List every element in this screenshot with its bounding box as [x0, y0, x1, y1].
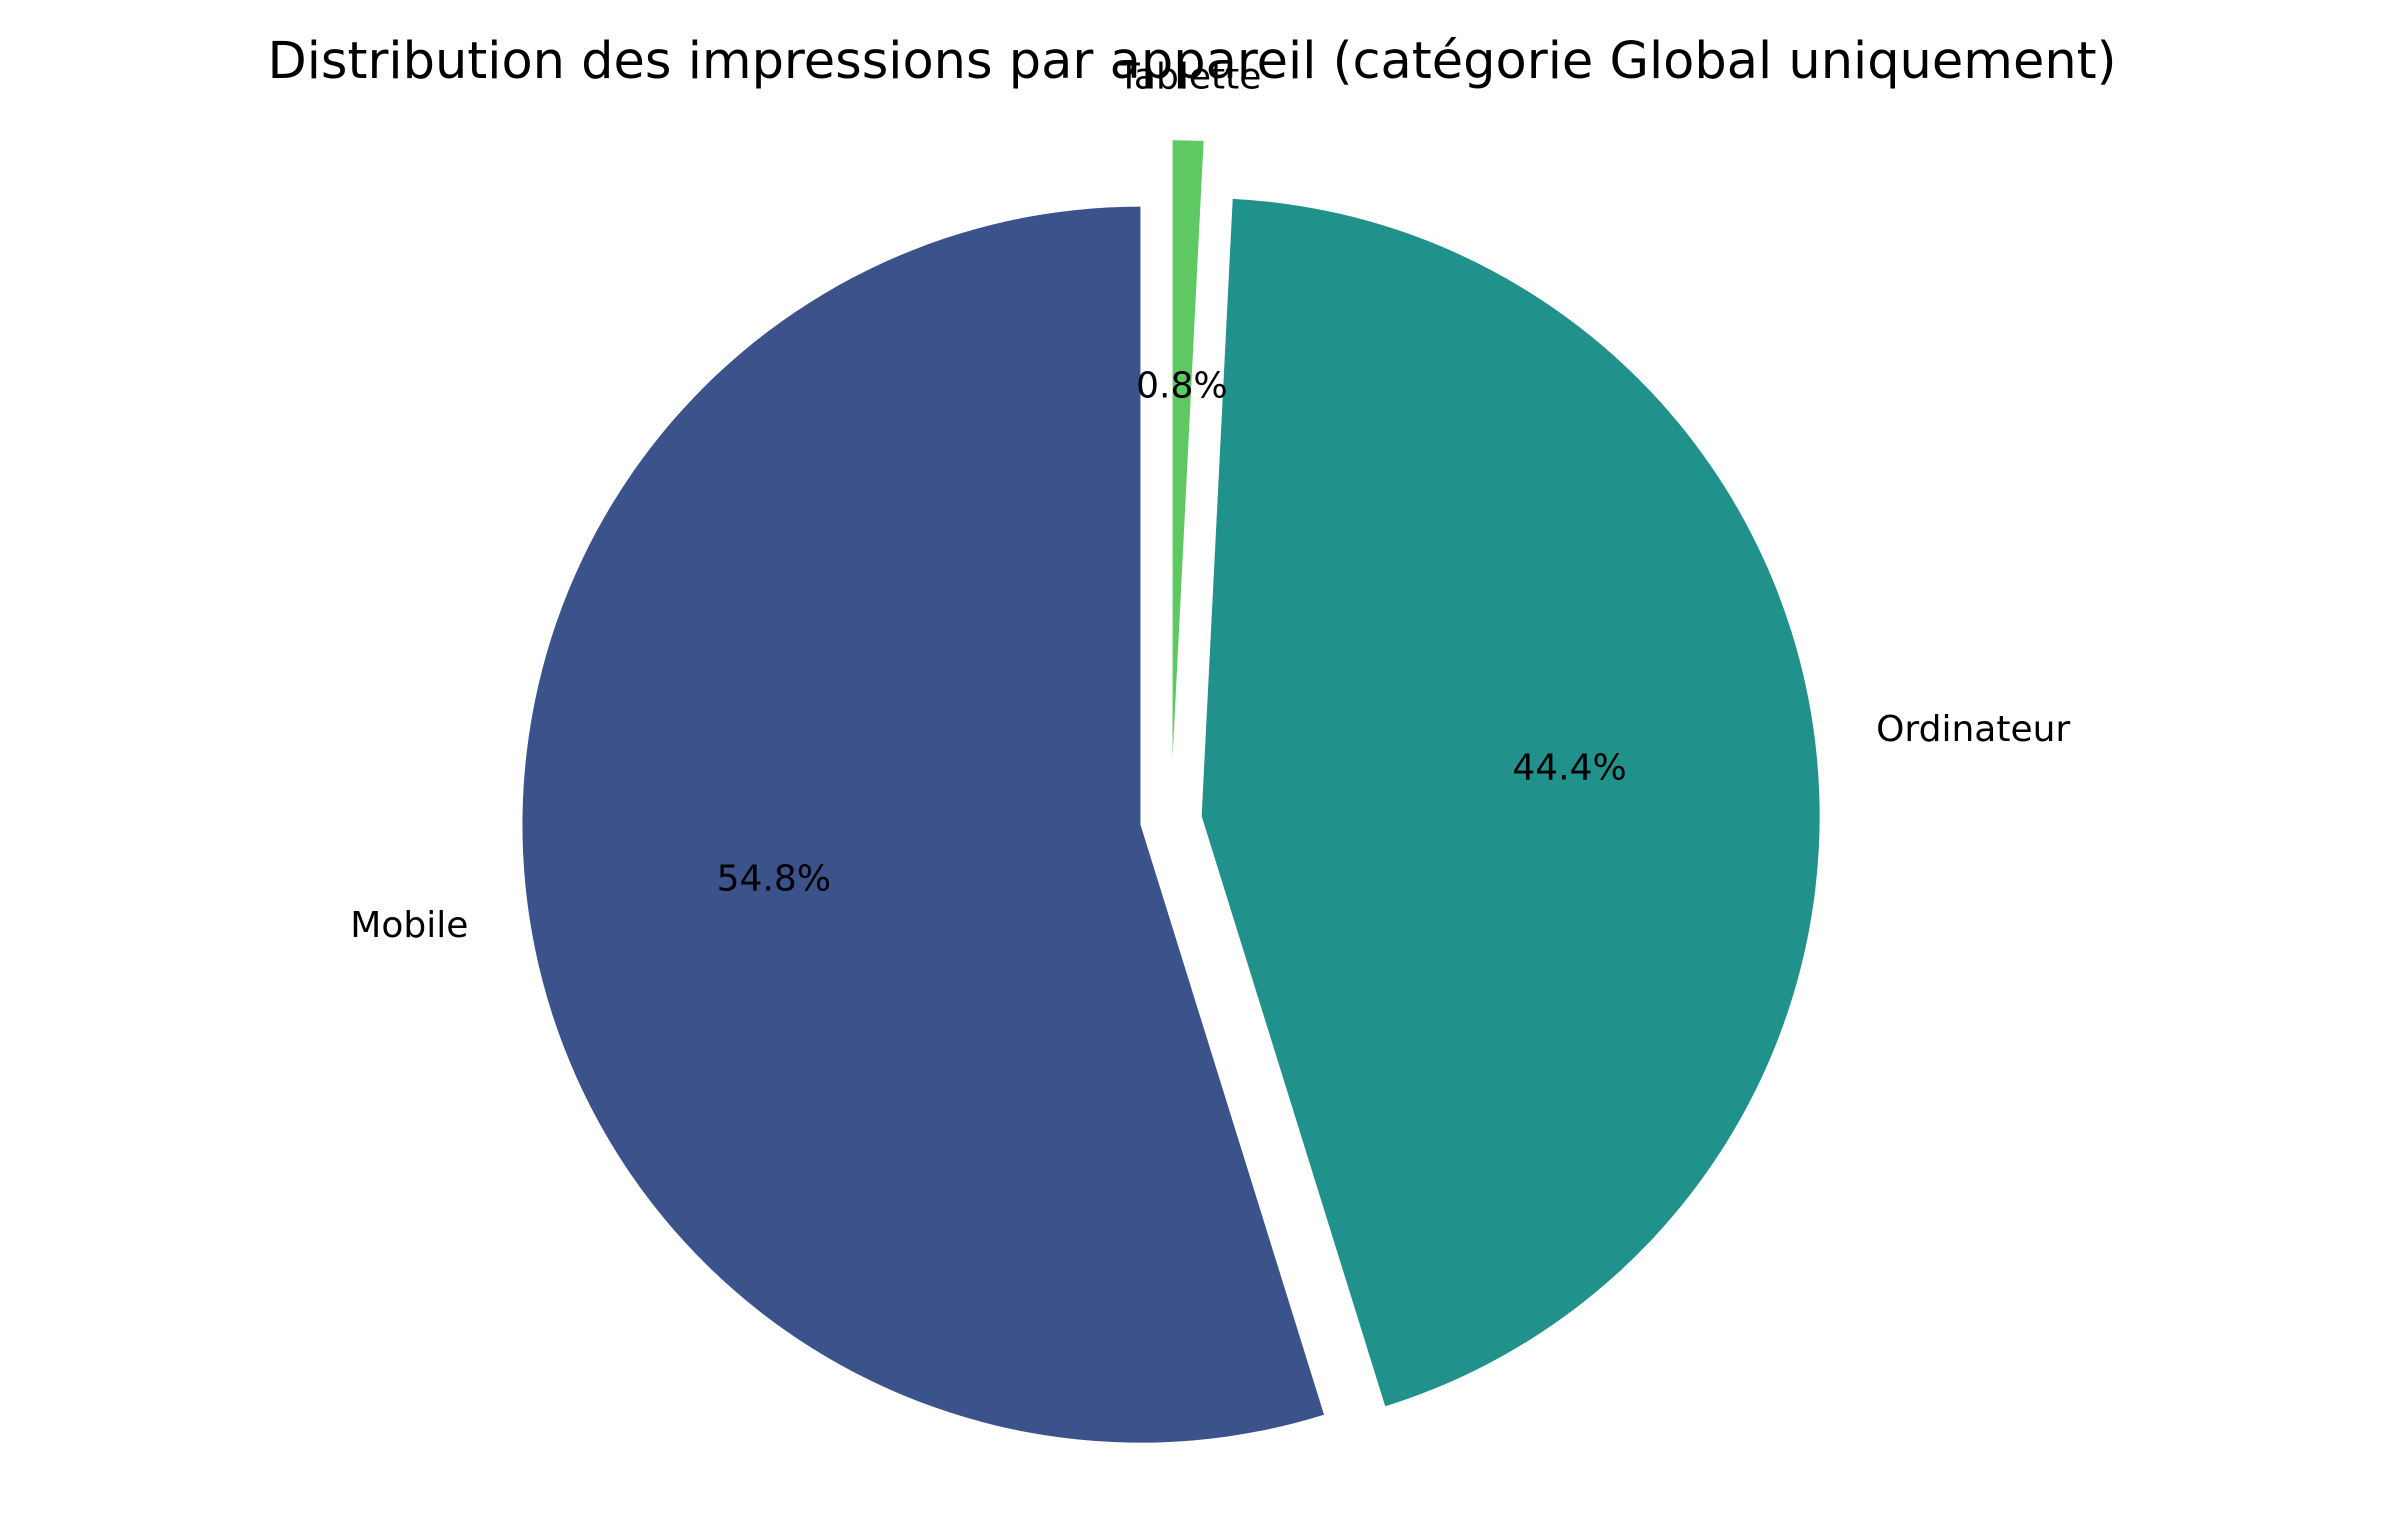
- pie-slice-tablette: [1172, 140, 1204, 759]
- category-label-tablette: Tablette: [1117, 57, 1261, 98]
- category-label-ordinateur: Ordinateur: [1876, 709, 2070, 750]
- percentage-labels: 54.8% 44.4% 0.8%: [717, 366, 1627, 900]
- percentage-label-mobile: 54.8%: [717, 858, 831, 899]
- percentage-label-ordinateur: 44.4%: [1512, 748, 1626, 789]
- category-labels: Mobile Ordinateur Tablette: [350, 57, 2070, 946]
- percentage-label-tablette: 0.8%: [1136, 366, 1227, 407]
- pie-slices: [522, 140, 1820, 1443]
- pie-slice-mobile: [522, 206, 1325, 1443]
- category-label-mobile: Mobile: [350, 905, 468, 946]
- pie-slice-ordinateur: [1201, 198, 1820, 1407]
- chart-title: Distribution des impressions par apparei…: [267, 32, 2116, 91]
